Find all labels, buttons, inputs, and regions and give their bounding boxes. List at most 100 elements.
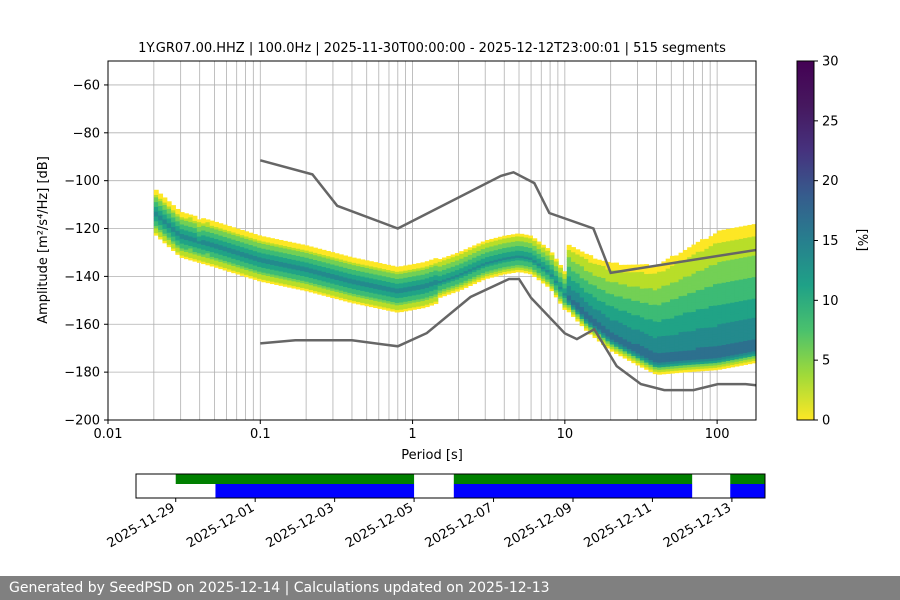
heatmap-cell	[278, 271, 284, 274]
heatmap-cell	[695, 330, 701, 334]
heatmap-cell	[351, 272, 357, 275]
heatmap-cell	[472, 276, 478, 280]
heatmap-cell	[738, 298, 744, 302]
heatmap-cell	[626, 343, 632, 347]
heatmap-cell	[639, 360, 645, 363]
heatmap-cell	[450, 290, 456, 294]
heatmap-cell	[644, 285, 650, 289]
heatmap-cell	[214, 238, 219, 242]
heatmap-cell	[708, 286, 714, 290]
heatmap-cell	[188, 245, 194, 249]
heatmap-cell	[201, 225, 207, 229]
heatmap-cell	[691, 263, 697, 267]
heatmap-cell	[687, 280, 693, 284]
heatmap-cell	[257, 273, 262, 277]
heatmap-cell	[743, 295, 748, 298]
heatmap-cell	[730, 354, 736, 358]
heatmap-cell	[523, 258, 529, 262]
heatmap-cell	[480, 241, 486, 245]
heatmap-cell	[730, 364, 736, 368]
heatmap-cell	[743, 311, 748, 315]
heatmap-cell	[566, 254, 572, 258]
heatmap-cell	[308, 256, 314, 259]
heatmap-cell	[162, 235, 168, 239]
heatmap-cell	[459, 260, 465, 264]
heatmap-cell	[622, 327, 628, 330]
heatmap-cell	[278, 278, 284, 282]
heatmap-cell	[571, 287, 576, 291]
heatmap-cell	[575, 270, 581, 274]
heatmap-cell	[601, 279, 607, 283]
heatmap-cell	[614, 267, 619, 271]
heatmap-cell	[652, 282, 658, 286]
heatmap-cell	[725, 298, 731, 302]
heatmap-cell	[179, 214, 185, 218]
heatmap-cell	[682, 300, 688, 304]
heatmap-cell	[562, 307, 568, 310]
heatmap-cell	[497, 265, 503, 269]
heatmap-cell	[721, 241, 727, 245]
heatmap-cell	[209, 230, 215, 234]
heatmap-cell	[347, 299, 353, 303]
timeline-segment	[730, 484, 765, 498]
heatmap-cell	[691, 306, 697, 310]
heatmap-cell	[674, 346, 680, 350]
heatmap-cell	[635, 360, 641, 364]
heatmap-cell	[222, 224, 228, 228]
heatmap-cell	[618, 336, 624, 340]
heatmap-cell	[510, 248, 516, 252]
heatmap-cell	[528, 237, 533, 241]
heatmap-cell	[704, 341, 710, 345]
heatmap-cell	[566, 273, 572, 277]
heatmap-cell	[515, 240, 521, 244]
heatmap-cell	[712, 307, 718, 311]
heatmap-cell	[222, 226, 228, 230]
heatmap-cell	[231, 256, 237, 259]
heatmap-cell	[734, 303, 740, 307]
heatmap-cell	[747, 234, 753, 238]
heatmap-cell	[704, 277, 710, 280]
heatmap-cell	[278, 268, 284, 272]
heatmap-cell	[248, 237, 254, 241]
heatmap-cell	[446, 255, 452, 259]
heatmap-cell	[678, 319, 684, 323]
heatmap-cell	[192, 237, 198, 241]
heatmap-cell	[631, 293, 637, 297]
heatmap-cell	[682, 288, 688, 292]
heatmap-cell	[695, 287, 701, 291]
heatmap-cell	[717, 302, 723, 306]
heatmap-cell	[325, 265, 331, 269]
heatmap-cell	[738, 236, 744, 239]
heatmap-cell	[648, 278, 654, 282]
heatmap-cell	[390, 289, 396, 293]
heatmap-cell	[545, 267, 551, 270]
heatmap-cell	[218, 225, 224, 229]
heatmap-cell	[738, 228, 744, 232]
heatmap-cell	[188, 228, 194, 232]
heatmap-cell	[674, 327, 680, 331]
heatmap-cell	[691, 273, 697, 277]
timeline-tick-label: 2025-12-03	[264, 500, 337, 551]
heatmap-cell	[687, 331, 693, 334]
heatmap-cell	[424, 292, 430, 296]
heatmap-cell	[420, 281, 426, 285]
heatmap-cell	[429, 283, 435, 287]
heatmap-cell	[730, 302, 736, 306]
heatmap-cell	[446, 265, 452, 269]
heatmap-cell	[717, 319, 723, 322]
heatmap-cell	[566, 287, 572, 291]
heatmap-cell	[669, 308, 675, 312]
heatmap-cell	[472, 252, 478, 256]
heatmap-cell	[734, 236, 740, 240]
heatmap-cell	[669, 349, 675, 352]
heatmap-cell	[226, 264, 232, 268]
heatmap-cell	[708, 303, 714, 306]
heatmap-cell	[476, 267, 482, 271]
heatmap-cell	[166, 230, 172, 233]
heatmap-cell	[338, 295, 344, 298]
heatmap-cell	[278, 275, 284, 279]
heatmap-cell	[747, 330, 753, 334]
heatmap-cell	[596, 295, 602, 299]
heatmap-cell	[704, 344, 710, 347]
heatmap-cell	[343, 269, 348, 273]
